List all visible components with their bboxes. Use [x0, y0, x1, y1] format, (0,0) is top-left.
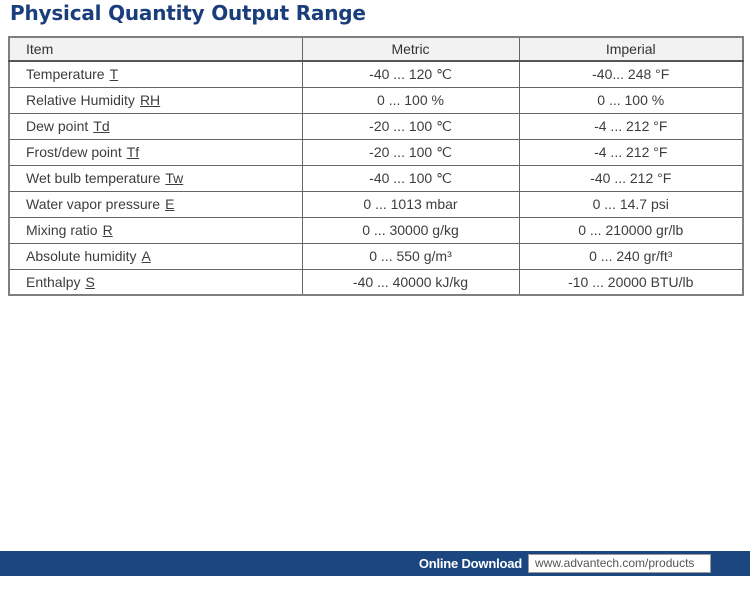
- item-symbol: Tf: [126, 144, 140, 160]
- table-row: Dew point Td -20 ... 100 ℃ -4 ... 212 °F: [8, 112, 744, 140]
- metric-value: 0 ... 1013 mbar: [301, 190, 520, 218]
- item-symbol: T: [109, 66, 119, 83]
- footer-bar: Online Download www.advantech.com/produc…: [0, 551, 750, 576]
- item-symbol: A: [141, 248, 151, 264]
- table-row: Frost/dew point Tf -20 ... 100 ℃ -4 ... 2…: [8, 138, 744, 166]
- item-label: Water vapor pressure: [26, 196, 161, 212]
- item-label: Enthalpy: [26, 273, 81, 290]
- download-url-box[interactable]: www.advantech.com/products: [528, 554, 711, 573]
- item-label: Frost/dew point: [26, 144, 122, 160]
- column-header-item: Item: [8, 36, 303, 62]
- table-row: Temperature T -40 ... 120 ℃ -40... 248 °F: [8, 60, 744, 88]
- item-symbol: S: [85, 273, 95, 290]
- online-download-label: Online Download: [418, 556, 522, 571]
- item-symbol: Td: [93, 118, 110, 134]
- item-symbol: E: [165, 196, 175, 212]
- table-row: Enthalpy S -40 ... 40000 kJ/kg -10 ... 20…: [8, 268, 744, 296]
- item-symbol: Tw: [165, 170, 184, 186]
- imperial-value: -10 ... 20000 BTU/lb: [518, 268, 744, 296]
- column-header-metric: Metric: [301, 36, 520, 62]
- metric-value: 0 ... 100 %: [301, 86, 520, 114]
- table-row: Mixing ratio R 0 ... 30000 g/kg 0 ... 210…: [8, 216, 744, 244]
- item-label: Temperature: [26, 66, 105, 83]
- metric-value: -20 ... 100 ℃: [301, 138, 520, 166]
- column-header-imperial: Imperial: [518, 36, 744, 62]
- metric-value: -20 ... 100 ℃: [301, 112, 520, 140]
- metric-value: -40 ... 100 ℃: [301, 164, 520, 192]
- metric-value: 0 ... 550 g/m³: [301, 242, 520, 270]
- metric-value: 0 ... 30000 g/kg: [301, 216, 520, 244]
- imperial-value: -40 ... 212 °F: [518, 164, 744, 192]
- imperial-value: 0 ... 14.7 psi: [518, 190, 744, 218]
- imperial-value: -40... 248 °F: [518, 60, 744, 88]
- table-row: Water vapor pressure E 0 ... 1013 mbar 0 …: [8, 190, 744, 218]
- item-label: Dew point: [26, 118, 89, 134]
- item-label: Relative Humidity: [26, 92, 135, 108]
- page-title: Physical Quantity Output Range: [10, 1, 366, 25]
- imperial-value: 0 ... 100 %: [518, 86, 744, 114]
- table-row: Absolute humidity A 0 ... 550 g/m³ 0 ... …: [8, 242, 744, 270]
- table-row: Wet bulb temperature Tw -40 ... 100 ℃ -40…: [8, 164, 744, 192]
- item-symbol: RH: [139, 92, 161, 108]
- table-header-row: Item Metric Imperial: [8, 36, 744, 62]
- imperial-value: -4 ... 212 °F: [518, 138, 744, 166]
- output-range-table: Item Metric Imperial Temperature T -40 ..…: [8, 36, 744, 296]
- item-label: Mixing ratio: [26, 222, 98, 238]
- item-label: Wet bulb temperature: [26, 170, 161, 186]
- metric-value: -40 ... 40000 kJ/kg: [301, 268, 520, 296]
- table-row: Relative Humidity RH 0 ... 100 % 0 ... 10…: [8, 86, 744, 114]
- imperial-value: -4 ... 212 °F: [518, 112, 744, 140]
- item-label: Absolute humidity: [26, 248, 137, 264]
- imperial-value: 0 ... 210000 gr/lb: [518, 216, 744, 244]
- metric-value: -40 ... 120 ℃: [301, 60, 520, 88]
- imperial-value: 0 ... 240 gr/ft³: [518, 242, 744, 270]
- item-symbol: R: [102, 222, 113, 238]
